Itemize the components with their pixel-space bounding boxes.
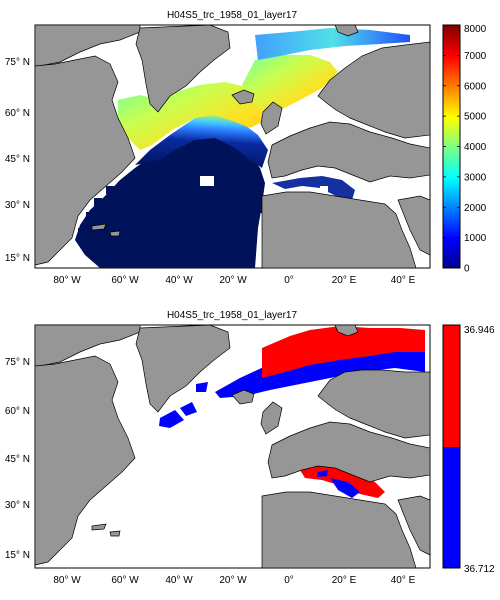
map1-colorbar-label: 7000 bbox=[464, 51, 487, 62]
map1-lon-tick: 60° W bbox=[111, 275, 139, 286]
map2-colorbar: 36.946 36.712 bbox=[442, 324, 495, 575]
map1-colorbar-label: 0 bbox=[464, 264, 470, 275]
map1-lat-ticks: 75° N 60° N 45° N 30° N 15° N bbox=[5, 57, 30, 264]
map1-lat-tick: 15° N bbox=[5, 253, 30, 264]
map1-lon-tick: 40° E bbox=[391, 275, 416, 286]
map1-lat-tick: 45° N bbox=[5, 154, 30, 165]
map2-lat-tick: 75° N bbox=[5, 357, 30, 368]
map1-lon-tick: 0° bbox=[284, 275, 294, 286]
map1-colorbar-label: 5000 bbox=[464, 112, 487, 123]
map1-lon-tick: 80° W bbox=[53, 275, 81, 286]
map1-colorbar-label: 3000 bbox=[464, 172, 487, 183]
map2-colorbar-min-label: 36.712 bbox=[464, 564, 495, 575]
map1-lon-ticks: 80° W 60° W 40° W 20° W 0° 20° E 40° E bbox=[53, 275, 415, 286]
map2-lat-ticks: 75° N 60° N 45° N 30° N 15° N bbox=[5, 357, 30, 561]
map1-data-field bbox=[75, 28, 410, 268]
map1-lat-tick: 75° N bbox=[5, 57, 30, 68]
map2-lon-tick: 40° W bbox=[165, 575, 193, 586]
map2-data-field bbox=[159, 326, 425, 498]
map1-lon-tick: 20° E bbox=[332, 275, 357, 286]
map2-colorbar-max-label: 36.946 bbox=[464, 325, 495, 336]
map1-colorbar-label: 4000 bbox=[464, 142, 487, 153]
map2-title: H04S5_trc_1958_01_layer17 bbox=[167, 310, 298, 321]
map1-lat-tick: 30° N bbox=[5, 200, 30, 211]
map2-lon-tick: 40° E bbox=[391, 575, 416, 586]
map2-colorbar-lower-swatch bbox=[443, 447, 460, 568]
map1-colorbar: 0 1000 2000 3000 4000 5000 6000 7000 8000 bbox=[442, 24, 487, 275]
map2-lon-tick: 60° W bbox=[111, 575, 139, 586]
map2-lon-ticks: 80° W 60° W 40° W 20° W 0° 20° E 40° E bbox=[53, 575, 415, 586]
map2-lon-tick: 80° W bbox=[53, 575, 81, 586]
map1-plot: 75° N 60° N 45° N 30° N 15° N 80° W 60° … bbox=[5, 24, 431, 286]
map2-lon-tick: 0° bbox=[284, 575, 294, 586]
map1-land bbox=[34, 24, 431, 269]
map2-plot: 75° N 60° N 45° N 30° N 15° N 80° W 60° … bbox=[5, 324, 431, 586]
map2-lat-tick: 45° N bbox=[5, 454, 30, 465]
map1-lon-tick: 20° W bbox=[219, 275, 247, 286]
map2-colorbar-upper-swatch bbox=[443, 325, 460, 447]
map1-colorbar-label: 8000 bbox=[464, 24, 487, 35]
map2-lon-tick: 20° E bbox=[332, 575, 357, 586]
map2-lat-tick: 60° N bbox=[5, 406, 30, 417]
map2-lat-tick: 15° N bbox=[5, 550, 30, 561]
map1-colorbar-label: 1000 bbox=[464, 233, 487, 244]
map1-colorbar-label: 6000 bbox=[464, 81, 487, 92]
map1-lat-tick: 60° N bbox=[5, 108, 30, 119]
map1-colorbar-label: 2000 bbox=[464, 203, 487, 214]
map2-lat-tick: 30° N bbox=[5, 500, 30, 511]
map2-land bbox=[34, 324, 431, 569]
map1-lon-tick: 40° W bbox=[165, 275, 193, 286]
map1-title: H04S5_trc_1958_01_layer17 bbox=[167, 10, 298, 21]
map2-lon-tick: 20° W bbox=[219, 575, 247, 586]
